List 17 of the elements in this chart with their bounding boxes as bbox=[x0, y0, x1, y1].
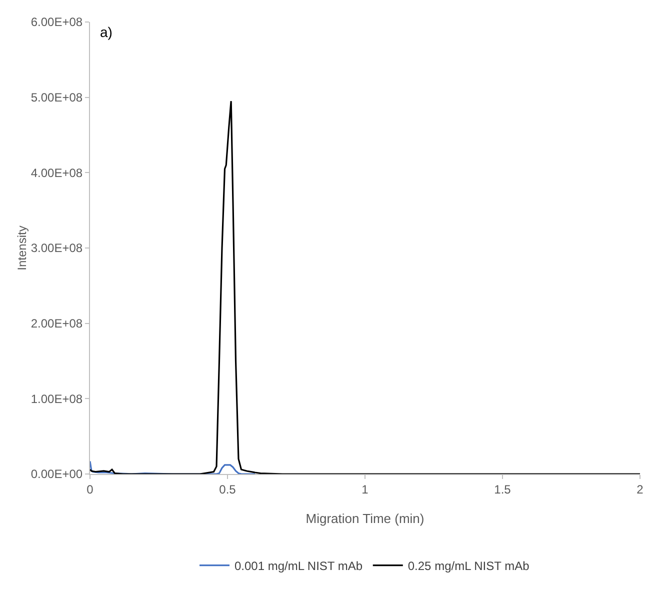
legend-label: 0.001 mg/mL NIST mAb bbox=[234, 559, 363, 574]
y-tick-label: 0.00E+00 bbox=[30, 467, 83, 482]
y-tick-label: 3.00E+08 bbox=[30, 241, 83, 256]
y-tick-label: 4.00E+08 bbox=[30, 166, 83, 180]
y-tick-label: 1.00E+08 bbox=[30, 392, 83, 406]
x-axis-title: Migration Time (min) bbox=[306, 511, 424, 526]
y-axis-title: Intensity bbox=[14, 226, 29, 270]
x-tick-label: 0.5 bbox=[219, 482, 236, 496]
legend-label: 0.25 mg/mL NIST mAb bbox=[408, 559, 530, 574]
x-tick-label: 1 bbox=[362, 482, 369, 496]
annotation: a) bbox=[100, 24, 112, 40]
x-tick-label: 0 bbox=[86, 482, 94, 496]
y-tick-label: 5.00E+08 bbox=[30, 90, 83, 105]
y-tick-label: 6.00E+08 bbox=[30, 15, 83, 30]
x-tick-label: 1.5 bbox=[494, 482, 512, 496]
y-tick-label: 2.00E+08 bbox=[30, 316, 83, 331]
x-tick-label: 2 bbox=[636, 482, 644, 496]
